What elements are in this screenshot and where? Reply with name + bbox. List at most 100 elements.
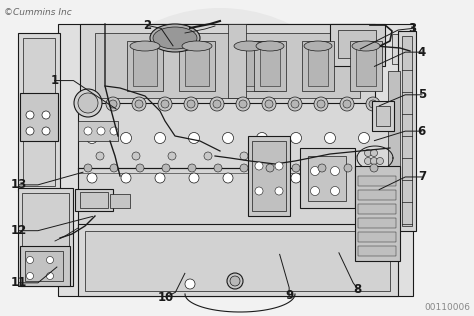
Circle shape xyxy=(291,100,299,108)
Bar xyxy=(398,31,416,231)
Circle shape xyxy=(110,127,118,135)
Text: 3: 3 xyxy=(408,22,417,35)
Bar xyxy=(302,41,334,91)
Circle shape xyxy=(239,100,247,108)
Circle shape xyxy=(42,127,50,135)
Bar xyxy=(372,101,394,131)
Circle shape xyxy=(132,97,146,111)
Circle shape xyxy=(97,127,105,135)
Text: 4: 4 xyxy=(418,46,426,59)
Circle shape xyxy=(214,164,222,172)
Text: 5: 5 xyxy=(418,88,426,101)
Circle shape xyxy=(276,152,284,160)
Ellipse shape xyxy=(153,27,197,49)
Bar xyxy=(78,121,118,141)
Circle shape xyxy=(27,257,34,264)
Circle shape xyxy=(86,132,98,143)
Bar xyxy=(18,188,73,286)
Circle shape xyxy=(222,132,234,143)
Circle shape xyxy=(256,132,267,143)
Circle shape xyxy=(291,173,301,183)
Bar xyxy=(237,46,261,86)
Bar xyxy=(23,38,55,186)
Bar xyxy=(248,136,290,216)
Circle shape xyxy=(310,186,319,196)
Circle shape xyxy=(330,186,339,196)
Bar xyxy=(376,106,390,126)
Bar xyxy=(95,33,360,98)
Circle shape xyxy=(210,97,224,111)
Text: 12: 12 xyxy=(11,224,27,237)
Circle shape xyxy=(135,100,143,108)
Circle shape xyxy=(155,173,165,183)
Circle shape xyxy=(230,276,240,286)
Circle shape xyxy=(84,127,92,135)
Bar xyxy=(260,46,280,86)
Circle shape xyxy=(366,97,380,111)
Circle shape xyxy=(376,157,383,165)
Circle shape xyxy=(325,173,335,183)
Bar xyxy=(358,218,396,228)
Circle shape xyxy=(121,173,131,183)
Circle shape xyxy=(46,257,54,264)
Circle shape xyxy=(223,173,233,183)
Ellipse shape xyxy=(256,41,284,51)
Bar xyxy=(358,246,396,256)
Circle shape xyxy=(310,167,319,175)
Bar xyxy=(358,204,396,214)
Circle shape xyxy=(84,164,92,172)
Bar xyxy=(58,24,413,296)
Bar xyxy=(402,36,412,226)
Bar xyxy=(110,194,130,208)
Circle shape xyxy=(348,152,356,160)
Bar xyxy=(179,41,215,91)
Bar xyxy=(78,224,398,296)
Circle shape xyxy=(227,273,243,289)
Circle shape xyxy=(371,149,377,156)
Bar xyxy=(356,46,376,86)
Circle shape xyxy=(106,97,120,111)
Circle shape xyxy=(236,97,250,111)
Bar xyxy=(388,71,400,201)
Bar xyxy=(80,24,375,106)
Circle shape xyxy=(255,162,263,170)
Bar xyxy=(358,190,396,200)
Circle shape xyxy=(26,127,34,135)
Bar xyxy=(252,141,286,211)
Circle shape xyxy=(188,164,196,172)
Circle shape xyxy=(189,132,200,143)
Circle shape xyxy=(312,152,320,160)
Circle shape xyxy=(266,164,274,172)
Circle shape xyxy=(318,164,326,172)
Ellipse shape xyxy=(130,41,160,51)
Circle shape xyxy=(189,173,199,183)
Circle shape xyxy=(240,152,248,160)
Circle shape xyxy=(74,89,102,117)
Circle shape xyxy=(344,164,352,172)
Bar xyxy=(22,193,69,281)
Text: 7: 7 xyxy=(418,170,426,184)
Circle shape xyxy=(120,132,131,143)
Bar xyxy=(78,168,413,226)
Circle shape xyxy=(275,187,283,195)
Circle shape xyxy=(255,187,263,195)
Bar xyxy=(300,148,355,208)
Text: 00110006: 00110006 xyxy=(424,303,470,312)
Circle shape xyxy=(330,167,339,175)
Circle shape xyxy=(42,111,50,119)
Circle shape xyxy=(314,97,328,111)
Circle shape xyxy=(204,152,212,160)
Circle shape xyxy=(359,173,369,183)
Ellipse shape xyxy=(304,41,332,51)
Bar xyxy=(228,24,246,98)
Bar xyxy=(133,46,157,86)
Bar xyxy=(85,231,390,291)
Bar xyxy=(355,166,400,261)
Ellipse shape xyxy=(182,41,212,51)
Bar xyxy=(18,33,60,191)
Text: 10: 10 xyxy=(158,290,174,304)
Text: 1: 1 xyxy=(50,74,59,87)
Circle shape xyxy=(265,100,273,108)
Text: 8: 8 xyxy=(354,283,362,296)
Bar xyxy=(308,156,346,201)
